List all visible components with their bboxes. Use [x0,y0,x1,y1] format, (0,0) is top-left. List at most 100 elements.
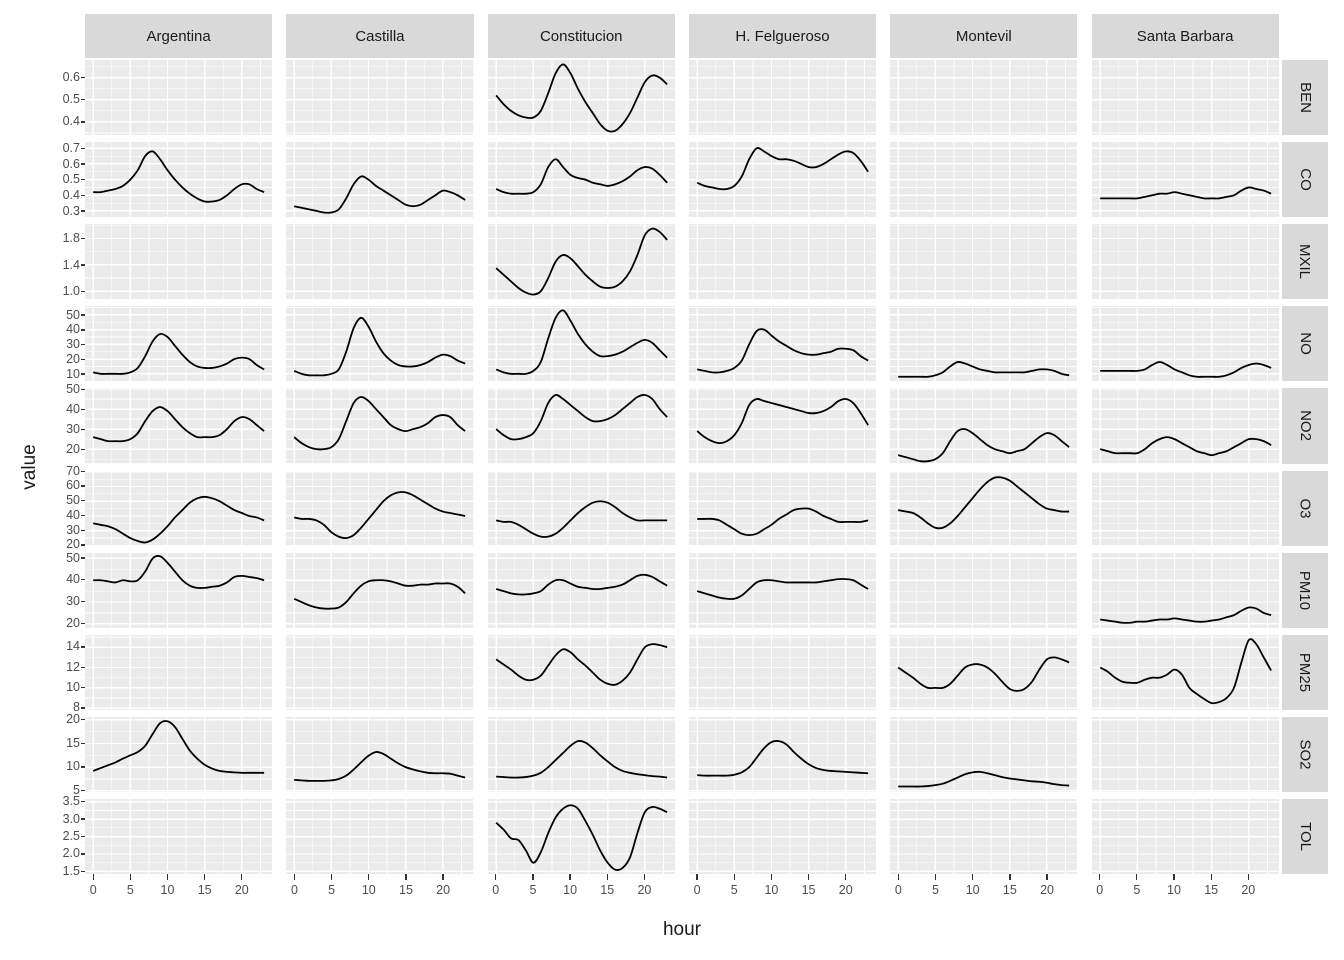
x-tick-label-text: 20 [436,883,451,898]
y-tick-mark [80,77,85,79]
line-series-co-castilla [294,175,466,214]
y-tick-mark [80,373,85,375]
facet-column-header-h-felgueroso: H. Felgueroso [688,14,877,58]
x-tick-mark [1099,874,1101,881]
y-tick-mark [80,707,85,709]
y-tick-label: 20 [40,537,80,552]
facet-panel-no2-argentina [85,388,273,464]
facet-panel-no-argentina [85,306,273,382]
facet-panel-mxil-castilla [286,224,474,300]
facet-panel-so2-constitucion [487,716,675,792]
y-tick-label: 0.3 [40,204,80,219]
facet-row-header-tol: TOL [1282,798,1328,875]
y-tick-label: 0.6 [40,70,80,85]
facet-panel-ben-santa-barbara [1091,60,1279,136]
x-tick-label-text: 15 [801,883,816,898]
y-tick-mark [80,514,85,517]
x-tick-mark [1247,874,1249,881]
y-tick-label-text: 30 [66,594,80,609]
y-tick-label: 70 [40,464,80,479]
y-tick-mark [80,485,85,487]
y-tick-mark [80,557,85,559]
facet-panel-co-constitucion [487,142,675,218]
y-tick-label: 1.5 [40,864,80,879]
y-tick-label: 14 [40,639,80,654]
y-tick-label-text: 3.0 [62,811,80,826]
line-series-pm25-constitucion [495,642,667,686]
line-series-pm10-santa-barbara [1099,606,1271,624]
facet-panel-tol-castilla [286,798,474,875]
y-tick-label-text: 5 [73,783,80,798]
x-tick-label: 0 [1086,883,1114,898]
line-series-no2-montevil [898,428,1070,463]
y-tick-mark [80,358,85,361]
y-tick-label: 50 [40,382,80,397]
y-tick-label: 40 [40,572,80,587]
facet-panel-ben-montevil [890,60,1078,136]
facet-panel-tol-argentina [85,798,273,875]
x-tick-label-text: 15 [600,883,615,898]
facet-panel-tol-montevil [890,798,1078,875]
x-tick-label: 15 [1197,883,1225,898]
y-tick-label-text: 0.5 [62,172,80,187]
y-tick-mark [80,210,85,212]
x-tick-label-text: 15 [1204,883,1219,898]
facet-panel-pm25-constitucion [487,634,675,710]
facet-panel-o3-constitucion [487,470,675,546]
y-tick-label: 40 [40,402,80,417]
y-tick-label-text: 30 [66,337,80,352]
facet-panel-so2-castilla [286,716,474,792]
x-tick-mark [368,874,370,881]
x-tick-mark [330,874,333,881]
line-series-no2-santa-barbara [1099,436,1272,457]
y-tick-label-text: 10 [66,680,80,695]
x-tick-label-text: 20 [637,883,652,898]
facet-row-header-no: NO [1282,306,1328,382]
facet-panel-pm25-santa-barbara [1091,634,1279,710]
y-tick-mark [80,789,85,792]
line-series-o3-castilla [294,490,466,539]
facet-panel-no2-constitucion [487,388,675,464]
y-tick-label: 3.0 [40,812,80,827]
y-tick-label-text: 40 [66,507,80,522]
y-tick-label-text: 0.3 [62,203,80,218]
y-tick-label-text: 20 [66,351,80,366]
line-series-no-constitucion [495,309,668,376]
facet-panel-co-h-felgueroso [688,142,877,218]
y-tick-mark [80,121,85,123]
y-tick-label: 0.4 [40,188,80,203]
y-tick-label: 12 [40,660,80,675]
facet-panel-no2-santa-barbara [1091,388,1279,464]
y-tick-label-text: 10 [66,759,80,774]
y-tick-label: 1.8 [40,231,80,246]
y-tick-label: 30 [40,594,80,609]
x-tick-label-text: 15 [399,883,413,898]
facet-panel-tol-santa-barbara [1091,798,1279,875]
facet-column-header-santa-barbara: Santa Barbara [1091,14,1279,58]
x-tick-mark [532,874,534,881]
x-tick-label: 5 [116,883,144,898]
y-tick-label-text: 14 [66,639,80,654]
facet-panel-o3-santa-barbara [1091,470,1279,546]
y-tick-label-text: 1.5 [62,863,80,878]
facet-panel-pm10-castilla [286,552,474,628]
x-tick-mark [807,874,810,881]
y-tick-label-text: 20 [66,537,80,552]
x-tick-label: 0 [79,883,107,898]
y-tick-label: 8 [40,700,80,715]
y-tick-mark [80,388,85,391]
facet-panel-tol-h-felgueroso [688,798,877,875]
x-tick-label: 10 [1160,883,1188,898]
x-tick-mark [897,874,900,881]
x-tick-label-text: 5 [730,883,738,898]
y-tick-mark [80,179,85,181]
facet-row-header-co: CO [1282,142,1328,218]
facet-panel-co-montevil [890,142,1078,218]
y-axis-title: value [19,444,40,490]
y-tick-mark [80,99,85,101]
y-tick-mark [80,147,85,149]
facet-panel-mxil-montevil [890,224,1078,300]
x-tick-label-text: 10 [563,883,578,898]
y-tick-mark [80,408,85,411]
facet-row-header-pm25-text: PM25 [1296,652,1314,692]
